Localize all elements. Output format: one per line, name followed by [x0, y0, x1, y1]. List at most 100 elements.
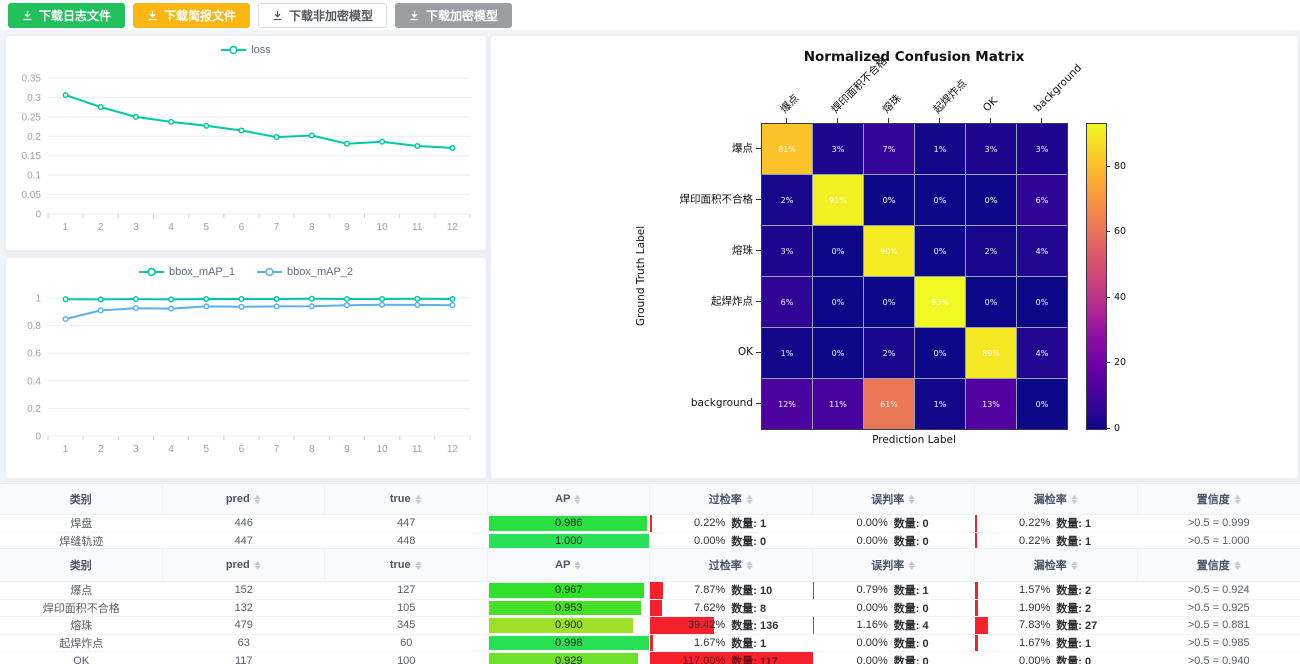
rate-bar — [975, 515, 977, 532]
column-header-pred[interactable]: pred — [163, 484, 325, 514]
ap-cell: 0.986 — [488, 515, 651, 532]
legend-label: bbox_mAP_2 — [287, 266, 354, 278]
column-header-漏检率[interactable]: 漏检率 — [975, 549, 1138, 581]
axis-tick — [989, 118, 991, 123]
data-point — [62, 92, 69, 99]
matrix-cell: 0% — [1017, 379, 1067, 429]
rate-percent: 0.00% — [694, 534, 726, 547]
category-cell: 熔珠 — [70, 620, 93, 633]
column-header-漏检率[interactable]: 漏检率 — [975, 484, 1138, 514]
column-header-类别: 类别 — [0, 549, 163, 581]
column-header-true[interactable]: true — [325, 549, 488, 581]
data-point — [62, 315, 69, 323]
download-encrypted-model-button[interactable]: 下载加密模型 — [395, 3, 513, 28]
confidence-cell: >0.5 = 0.940 — [1187, 654, 1250, 664]
column-header-AP[interactable]: AP — [488, 484, 650, 514]
rate-percent: 0.22% — [1019, 517, 1051, 530]
true-cell: 447 — [397, 517, 416, 530]
true-cell: 127 — [397, 584, 416, 597]
matrix-cell: 0% — [813, 328, 863, 378]
confidence-cell: >0.5 = 0.881 — [1187, 619, 1250, 632]
rate-bar — [812, 617, 815, 634]
download-plain-model-button[interactable]: 下载非加密模型 — [258, 3, 388, 28]
data-point — [132, 296, 139, 303]
matrix-cell: 7% — [864, 124, 914, 174]
legend-item-bbox_mAP_1[interactable]: bbox_mAP_1 — [138, 266, 235, 278]
rate-percent: 117.00% — [682, 654, 726, 664]
matrix-cell: 0% — [1017, 277, 1067, 327]
download-log-button[interactable]: 下载日志文件 — [8, 3, 126, 28]
data-point — [414, 301, 421, 308]
misjudge-rate-cell: 1.16% 数量: 4 — [812, 617, 976, 634]
legend-marker — [221, 45, 247, 55]
miss-rate-cell: 0.22% 数量: 1 — [975, 515, 1138, 532]
column-header-pred[interactable]: pred — [163, 549, 325, 581]
matrix-cell: 6% — [762, 277, 812, 327]
axis-tick — [786, 118, 788, 123]
legend-marker — [138, 267, 164, 277]
download-report-button[interactable]: 下载简报文件 — [133, 3, 251, 28]
pads-metrics-table: 类别 pred true AP 过检率 误判率 漏检率 置信度 焊盘 446 447 0.986 0.2… — [0, 483, 1300, 550]
colorbar-tick-label: 60 — [1114, 226, 1127, 238]
ap-bar-wrap: 0.900 — [488, 618, 650, 633]
misjudge-rate-cell: 0.00% 数量: 0 — [813, 635, 976, 652]
ap-bar-wrap: 0.998 — [488, 635, 650, 651]
data-point — [449, 144, 456, 151]
sort-icon — [908, 494, 915, 504]
data-point — [343, 295, 350, 303]
miss-rate-cell: 1.57% 数量: 2 — [975, 582, 1138, 599]
matrix-cell: 0% — [813, 226, 863, 276]
sort-icon — [1071, 560, 1078, 570]
x-axis-tick-label: 6 — [239, 222, 245, 233]
legend-item-loss[interactable]: loss — [221, 44, 271, 56]
x-axis-tick-label: 11 — [412, 444, 423, 455]
axis-tick — [1040, 118, 1042, 123]
data-point — [273, 134, 280, 141]
confidence-cell: >0.5 = 0.924 — [1187, 584, 1250, 597]
column-header-误判率[interactable]: 误判率 — [813, 484, 975, 514]
rate-count: 数量: 0 — [731, 535, 767, 548]
data-point — [308, 303, 315, 310]
rate-count: 数量: 1 — [731, 638, 767, 651]
rate-count: 数量: 10 — [731, 585, 773, 598]
ap-bar-wrap: 0.953 — [488, 600, 650, 616]
column-header-误判率[interactable]: 误判率 — [813, 549, 975, 581]
confusion-matrix-grid: 81% 3% 7% 1% 3% 3% 2% 91% 0% 0% 0% 6% 3% 0% 90% 0% 2% 4% 6… — [761, 123, 1068, 430]
y-axis-tick-label: 0 — [35, 210, 41, 221]
rate-values: 7.83% 数量: 27 — [975, 617, 1138, 633]
x-axis-tick-label: 2 — [98, 444, 104, 455]
legend-item-bbox_mAP_2[interactable]: bbox_mAP_2 — [257, 266, 353, 278]
rate-percent: 0.00% — [856, 654, 888, 664]
series-line-bbox_mAP_2 — [64, 303, 454, 320]
y-axis-tick-label: 0.6 — [27, 349, 41, 360]
data-point — [168, 305, 175, 312]
column-header-过检率[interactable]: 过检率 — [650, 484, 813, 514]
rate-values: 1.90% 数量: 2 — [975, 600, 1138, 616]
confusion-matrix-y-axis-label: Ground Truth Label — [635, 225, 647, 327]
matrix-cell: 93% — [915, 277, 965, 327]
rate-values: 0.00% 数量: 0 — [813, 635, 976, 651]
legend-marker — [257, 267, 282, 277]
column-header-置信度[interactable]: 置信度 — [1138, 549, 1300, 581]
matrix-cell: 3% — [966, 124, 1016, 174]
rate-count: 数量: 0 — [893, 535, 929, 548]
column-header-true[interactable]: true — [325, 484, 488, 514]
ap-bar — [488, 516, 647, 531]
matrix-cell: 2% — [762, 175, 812, 225]
rate-percent: 1.67% — [694, 637, 726, 650]
pred-cell: 479 — [234, 619, 253, 632]
axis-tick — [756, 300, 761, 302]
map-chart-legend: bbox_mAP_1 bbox_mAP_2 — [6, 266, 486, 278]
column-header-AP[interactable]: AP — [488, 549, 650, 581]
ap-bar — [488, 533, 649, 548]
rate-values: 7.62% 数量: 8 — [650, 600, 813, 616]
x-axis-tick-label: 12 — [447, 222, 459, 233]
misjudge-rate-cell: 0.00% 数量: 0 — [813, 600, 976, 617]
ap-bar-wrap: 1.000 — [488, 533, 649, 548]
true-cell: 100 — [397, 654, 416, 664]
column-header-置信度[interactable]: 置信度 — [1138, 484, 1300, 514]
sort-icon — [414, 494, 422, 504]
ap-value: 1.000 — [554, 534, 583, 547]
colorbar-tick — [1106, 165, 1110, 167]
column-header-过检率[interactable]: 过检率 — [650, 549, 813, 581]
